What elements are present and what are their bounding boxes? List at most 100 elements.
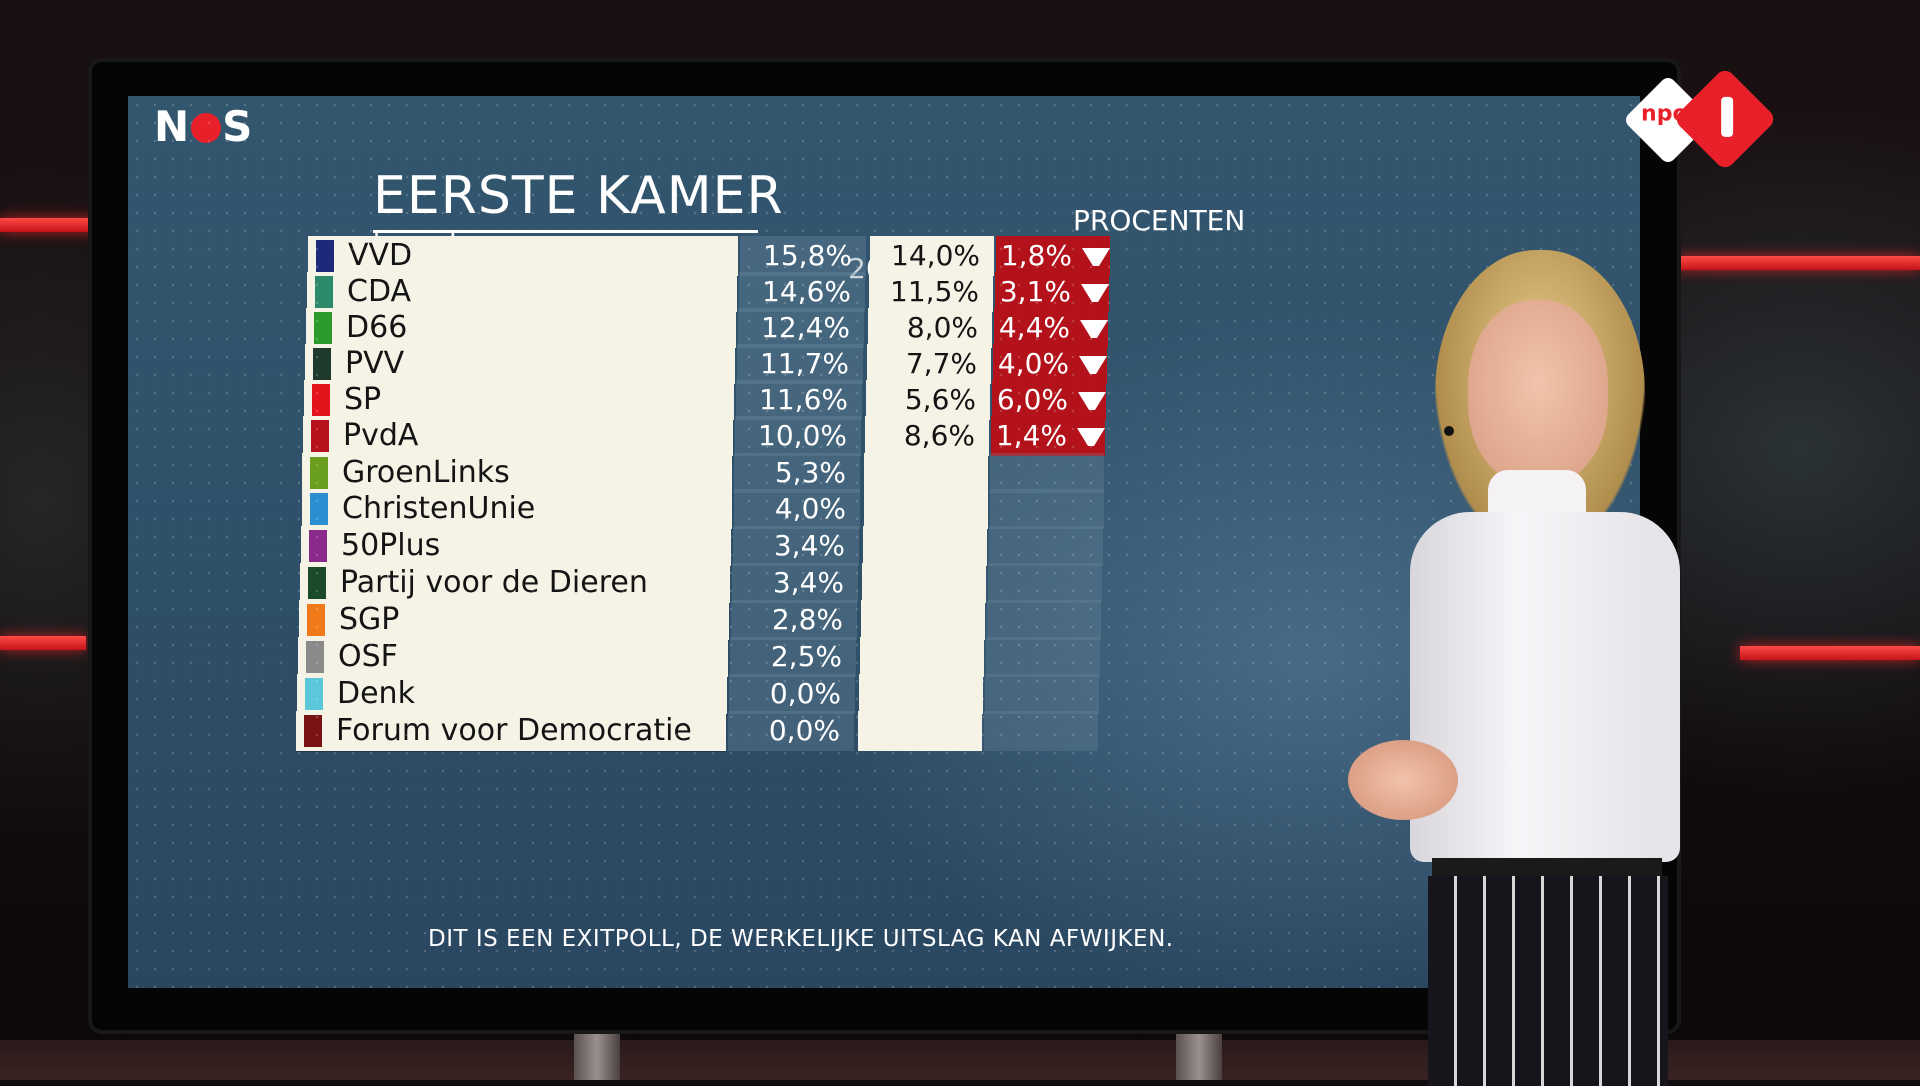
down-triangle-icon <box>1079 356 1107 374</box>
value-2015-text: 11,6% <box>759 383 848 416</box>
value-2019-text: 5,6% <box>904 383 976 416</box>
graphic-title: EERSTE KAMER <box>373 166 784 226</box>
presenter-belt <box>1432 858 1662 878</box>
value-2019: 7,7% <box>867 344 991 384</box>
party-name: 50Plus <box>341 528 441 563</box>
party-color-swatch <box>312 384 330 416</box>
party-name: GroenLinks <box>342 455 510 490</box>
value-2015: 11,7% <box>737 344 863 384</box>
value-2019 <box>858 711 982 751</box>
nos-logo-n: N <box>154 102 191 151</box>
value-2015: 4,0% <box>734 489 860 529</box>
value-2015-text: 11,7% <box>760 347 849 380</box>
down-triangle-icon <box>1081 284 1109 302</box>
party-name: Forum voor Democratie <box>336 713 692 748</box>
change-cell: 1,4% <box>991 416 1105 456</box>
change-value: 4,4% <box>998 311 1070 344</box>
change-cell <box>987 600 1101 640</box>
presenter-face <box>1468 300 1608 485</box>
party-color-swatch <box>305 678 323 710</box>
party-name: SGP <box>339 602 400 637</box>
nos-logo-s: S <box>222 102 254 151</box>
value-2019 <box>859 674 983 714</box>
party-name-cell: D66 <box>306 308 736 348</box>
party-color-swatch <box>316 240 334 272</box>
value-2015: 0,0% <box>729 674 855 714</box>
change-cell: 1,8% <box>996 236 1110 276</box>
value-2019-text: 7,7% <box>905 347 977 380</box>
party-name-cell: Partij voor de Dieren <box>300 563 730 603</box>
party-color-swatch <box>315 276 333 308</box>
party-name-cell: Forum voor Democratie <box>296 711 726 751</box>
change-value: 1,4% <box>995 419 1067 452</box>
down-triangle-icon <box>1077 428 1105 446</box>
party-color-swatch <box>311 420 329 452</box>
value-2019 <box>864 489 988 529</box>
value-2019 <box>862 563 986 603</box>
presenter-trousers <box>1428 876 1668 1086</box>
value-2015: 2,8% <box>731 600 857 640</box>
party-name-cell: PVV <box>305 344 735 384</box>
party-name: PVV <box>345 346 405 381</box>
value-2015-text: 5,3% <box>774 456 846 489</box>
value-2015: 3,4% <box>733 526 859 566</box>
party-name-cell: GroenLinks <box>302 453 732 493</box>
party-name: SP <box>344 382 382 417</box>
value-2019: 8,6% <box>865 416 989 456</box>
party-name-cell: VVD <box>308 236 738 276</box>
party-name-cell: OSF <box>298 637 728 677</box>
value-2015-text: 14,6% <box>762 275 851 308</box>
value-2015: 12,4% <box>738 308 864 348</box>
change-cell: 4,0% <box>993 344 1107 384</box>
party-color-swatch <box>313 348 331 380</box>
value-2019 <box>861 600 985 640</box>
value-2015: 5,3% <box>734 453 860 493</box>
value-2015-text: 3,4% <box>772 566 844 599</box>
party-name: CDA <box>347 274 412 309</box>
down-triangle-icon <box>1078 392 1106 410</box>
value-2015: 11,6% <box>736 380 862 420</box>
party-color-swatch <box>310 457 328 489</box>
value-2019-text: 14,0% <box>891 239 980 272</box>
value-2019: 11,5% <box>869 272 993 312</box>
npo-logo-one <box>1721 96 1734 137</box>
value-2015-text: 0,0% <box>768 714 840 747</box>
change-cell: 3,1% <box>995 272 1109 312</box>
value-2019 <box>860 637 984 677</box>
party-name-cell: ChristenUnie <box>302 489 732 529</box>
party-name: VVD <box>348 238 413 273</box>
studio-light-bar <box>0 218 100 232</box>
change-cell <box>986 637 1100 677</box>
value-2015-text: 15,8% <box>763 239 852 272</box>
value-2015: 10,0% <box>735 416 861 456</box>
party-name: D66 <box>346 310 408 345</box>
lavalier-mic-icon <box>1444 426 1454 436</box>
value-2019-text: 8,6% <box>903 419 975 452</box>
value-2015-text: 10,0% <box>758 419 847 452</box>
value-2015: 15,8% <box>740 236 866 276</box>
unit-label: PROCENTEN <box>1073 204 1246 237</box>
exit-poll-disclaimer: DIT IS EEN EXITPOLL, DE WERKELIJKE UITSL… <box>428 926 1174 952</box>
party-color-swatch <box>309 530 327 562</box>
change-cell <box>984 711 1098 751</box>
results-screen: NS EERSTE KAMER bron: Ipsos PROCENTEN 20… <box>128 96 1640 988</box>
value-2019: 8,0% <box>868 308 992 348</box>
change-cell <box>990 489 1104 529</box>
party-color-swatch <box>308 567 326 599</box>
party-name-cell: Denk <box>297 674 727 714</box>
value-2019-text: 8,0% <box>906 311 978 344</box>
title-underline <box>373 230 758 233</box>
party-name: PvdA <box>343 418 419 453</box>
presenter-blouse <box>1410 512 1680 862</box>
change-cell <box>989 526 1103 566</box>
value-2015: 2,5% <box>730 637 856 677</box>
value-2015-text: 2,8% <box>771 603 843 636</box>
party-name-cell: PvdA <box>303 416 733 456</box>
party-name: Denk <box>337 676 415 711</box>
value-2015: 14,6% <box>739 272 865 312</box>
change-value: 1,8% <box>1000 239 1072 272</box>
change-value: 3,1% <box>999 275 1071 308</box>
party-color-swatch <box>307 604 325 636</box>
change-cell <box>988 563 1102 603</box>
